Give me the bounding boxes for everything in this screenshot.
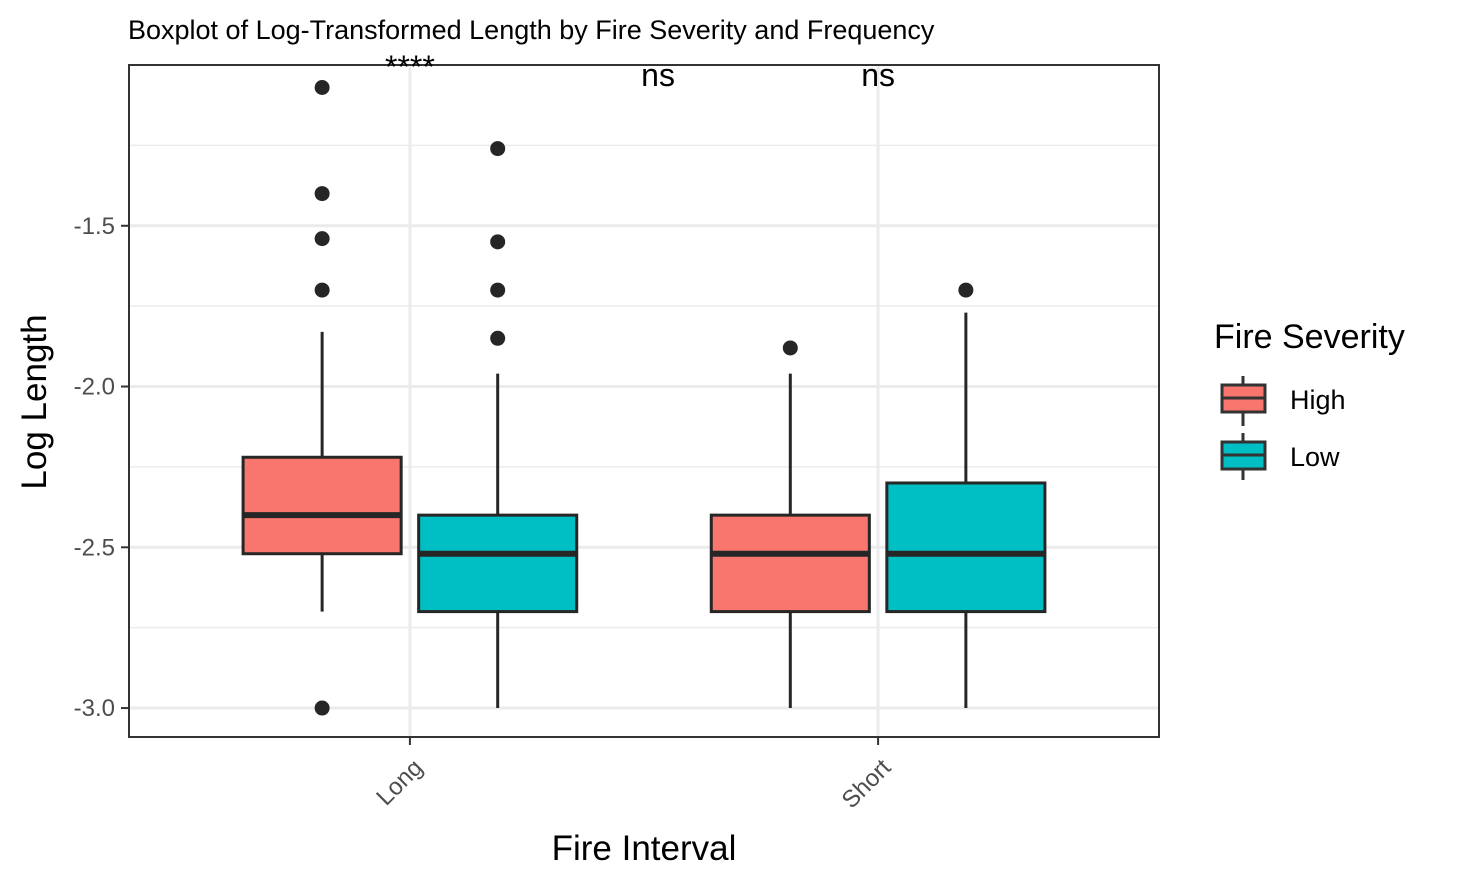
outlier-point-high-long	[314, 282, 330, 298]
box-high-long	[241, 455, 403, 556]
outlier-point-high-long	[314, 700, 330, 716]
x-axis-title: Fire Interval	[552, 829, 737, 868]
box-high-short	[709, 513, 871, 614]
outlier-point-low-long	[490, 141, 506, 157]
outlier-point-low-long	[490, 330, 506, 346]
y-tick-label: -2.5	[74, 534, 115, 561]
plot-border	[128, 64, 1160, 738]
box-low-short	[885, 481, 1047, 614]
outlier-point-high-long	[314, 231, 330, 247]
legend-label-low: Low	[1290, 442, 1340, 472]
outlier-point-low-long	[490, 234, 506, 250]
outlier-point-low-short	[958, 282, 974, 298]
legend-title: Fire Severity	[1214, 318, 1405, 356]
x-tick-label: Long	[371, 754, 428, 811]
y-tick-label: -3.0	[74, 695, 115, 722]
legend-entry-high: High	[1220, 376, 1346, 426]
y-tick-label: -1.5	[74, 213, 115, 240]
outlier-point-high-short	[782, 340, 798, 356]
legend-entry-low: Low	[1220, 433, 1340, 480]
y-axis-title: Log Length	[15, 314, 54, 489]
legend: Fire Severity High Low	[1214, 318, 1405, 480]
outlier-point-high-long	[314, 186, 330, 202]
significance-label: ****	[385, 49, 435, 85]
significance-label: ns	[641, 57, 675, 93]
box-low-long	[417, 513, 579, 614]
outlier-point-low-long	[490, 282, 506, 298]
plot-area: -3.0 -2.5 -2.0 -1.5 Long Short **** ns ns	[74, 49, 1160, 814]
chart-title: Boxplot of Log-Transformed Length by Fir…	[128, 15, 935, 45]
x-tick-label: Short	[837, 754, 897, 814]
legend-label-high: High	[1290, 385, 1346, 415]
y-tick-label: -2.0	[74, 374, 115, 401]
plot-background	[129, 65, 1159, 737]
outlier-point-high-long	[314, 80, 330, 96]
significance-label: ns	[861, 57, 895, 93]
